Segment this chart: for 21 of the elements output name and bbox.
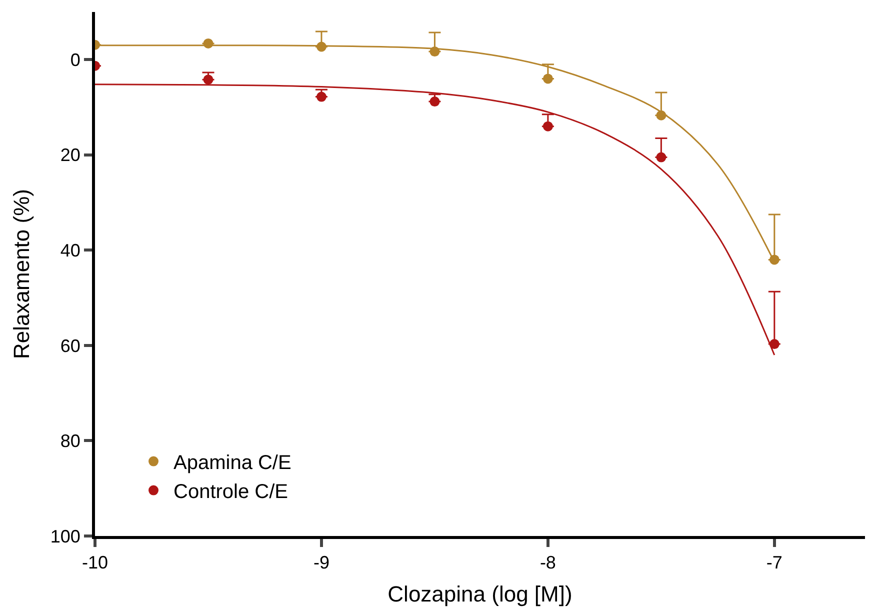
y-tick-label: 100	[50, 526, 80, 546]
x-tick-label: -7	[766, 552, 782, 573]
x-tick-label: -10	[82, 552, 108, 573]
legend-label: Apamina C/E	[174, 452, 292, 474]
y-tick-label: 40	[60, 240, 80, 260]
point	[430, 96, 440, 107]
point	[542, 74, 553, 84]
y-tick-label: 0	[70, 50, 80, 70]
y-tick-label: 80	[60, 431, 80, 452]
point	[769, 339, 780, 350]
x-tick-label: -9	[313, 552, 330, 573]
y-tick-label: 60	[60, 336, 80, 356]
point	[542, 121, 553, 132]
point	[203, 74, 214, 85]
y-axis-title: Relaxamento (%)	[9, 189, 34, 359]
point	[656, 152, 666, 162]
point	[316, 92, 326, 102]
x-tick-label: -8	[540, 552, 556, 573]
y-tick-label: 20	[60, 145, 80, 166]
legend-label: Controle C/E	[174, 481, 288, 504]
x-axis-title: Clozapina (log [M])	[388, 582, 572, 606]
